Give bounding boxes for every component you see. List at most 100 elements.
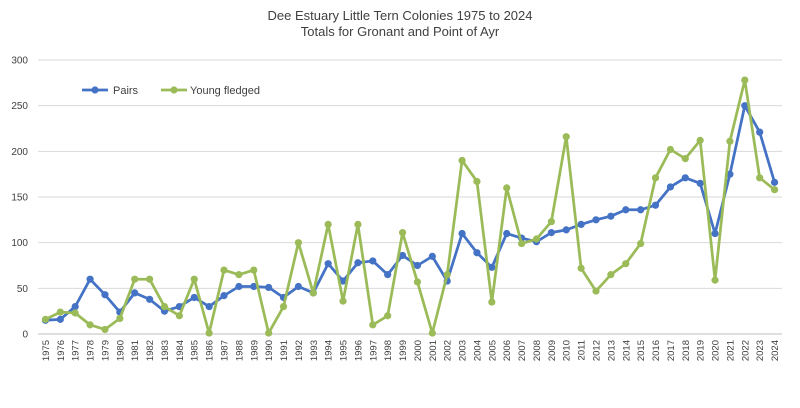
x-tick-label: 2016 bbox=[651, 340, 662, 361]
data-point bbox=[354, 259, 362, 267]
x-tick-label: 2005 bbox=[487, 340, 498, 361]
series-young-fledged bbox=[41, 76, 779, 337]
x-tick-label: 1982 bbox=[145, 340, 156, 361]
data-point bbox=[398, 229, 407, 237]
x-tick-label: 2004 bbox=[472, 340, 483, 361]
x-tick-label: 1994 bbox=[324, 340, 335, 361]
data-point bbox=[86, 275, 94, 283]
y-axis: 0 50 100 150 200 250 300 bbox=[11, 56, 28, 341]
x-tick-label: 1978 bbox=[86, 340, 97, 361]
y-tick-label: 150 bbox=[11, 193, 28, 204]
y-tick-label: 0 bbox=[22, 330, 28, 341]
x-tick-label: 1998 bbox=[383, 340, 394, 361]
x-tick-label: 1985 bbox=[190, 340, 201, 361]
data-point bbox=[175, 312, 183, 320]
data-point bbox=[696, 179, 704, 187]
data-point bbox=[101, 291, 109, 299]
data-point bbox=[146, 275, 154, 283]
data-point bbox=[131, 275, 139, 283]
data-point bbox=[770, 186, 779, 194]
data-point bbox=[562, 226, 570, 234]
x-tick-label: 2007 bbox=[517, 340, 528, 361]
x-tick-label: 1987 bbox=[220, 340, 231, 361]
data-point bbox=[131, 289, 139, 297]
data-point bbox=[488, 298, 496, 306]
x-tick-label: 2023 bbox=[755, 340, 766, 361]
x-tick-label: 1991 bbox=[279, 340, 290, 361]
data-point bbox=[190, 293, 198, 302]
x-tick-label: 1976 bbox=[56, 340, 67, 361]
data-point bbox=[101, 325, 109, 334]
data-point bbox=[116, 314, 124, 323]
x-tick-label: 2015 bbox=[636, 340, 647, 361]
data-point bbox=[681, 155, 689, 163]
x-tick-label: 2001 bbox=[428, 340, 439, 361]
data-point bbox=[622, 206, 630, 214]
x-tick-label: 2011 bbox=[577, 340, 588, 360]
data-point bbox=[532, 235, 541, 243]
data-point bbox=[770, 178, 779, 186]
chart-subtitle: Totals for Gronant and Point of Ayr bbox=[301, 24, 500, 39]
data-point bbox=[235, 271, 243, 279]
x-tick-label: 2020 bbox=[711, 340, 722, 361]
gridlines bbox=[38, 59, 782, 335]
data-point bbox=[205, 329, 213, 337]
data-point bbox=[518, 239, 526, 248]
x-tick-label: 1999 bbox=[398, 340, 409, 361]
data-point bbox=[146, 295, 154, 303]
x-tick-label: 2003 bbox=[458, 340, 469, 361]
x-tick-label: 2017 bbox=[666, 340, 677, 361]
data-point bbox=[711, 229, 719, 238]
data-point bbox=[56, 315, 64, 323]
data-point bbox=[726, 137, 734, 145]
data-point bbox=[250, 266, 258, 274]
x-tick-label: 1990 bbox=[264, 340, 275, 361]
data-point bbox=[592, 216, 600, 224]
y-tick-label: 200 bbox=[11, 147, 28, 158]
data-point bbox=[622, 260, 630, 268]
data-point bbox=[666, 145, 675, 154]
data-point bbox=[41, 315, 50, 323]
data-point bbox=[637, 206, 645, 214]
x-tick-label: 2009 bbox=[547, 340, 558, 361]
x-tick-label: 1984 bbox=[175, 340, 186, 361]
data-point bbox=[160, 303, 169, 311]
data-point bbox=[71, 303, 79, 311]
x-tick-label: 2006 bbox=[502, 340, 513, 361]
x-tick-label: 2010 bbox=[562, 340, 573, 361]
data-point bbox=[339, 277, 347, 285]
x-tick-label: 1992 bbox=[294, 340, 305, 361]
x-tick-label: 2021 bbox=[725, 340, 736, 361]
data-point bbox=[577, 264, 585, 272]
data-point bbox=[428, 252, 436, 260]
data-point bbox=[458, 156, 466, 165]
data-point bbox=[458, 229, 466, 238]
data-point bbox=[265, 283, 273, 292]
x-tick-label: 1979 bbox=[100, 340, 111, 361]
data-point bbox=[696, 136, 704, 144]
data-point bbox=[666, 183, 675, 191]
data-point bbox=[265, 329, 273, 337]
data-point bbox=[637, 239, 645, 248]
data-point bbox=[726, 170, 734, 178]
x-axis: 1975 1976 1977 1978 1979 1980 1981 1982 1983 1984… bbox=[41, 340, 781, 361]
x-tick-label: 1977 bbox=[71, 340, 82, 361]
data-point bbox=[592, 287, 600, 295]
x-tick-label: 1997 bbox=[368, 340, 379, 361]
x-tick-label: 2012 bbox=[592, 340, 603, 361]
data-point bbox=[413, 278, 422, 286]
x-tick-label: 1989 bbox=[249, 340, 260, 361]
data-point bbox=[250, 282, 258, 291]
data-point bbox=[607, 271, 615, 279]
data-point bbox=[398, 251, 407, 260]
x-tick-label: 2002 bbox=[443, 340, 454, 361]
data-point bbox=[279, 303, 288, 311]
data-point bbox=[577, 220, 585, 228]
series-lines bbox=[41, 76, 779, 337]
legend: Pairs Young fledged bbox=[82, 85, 260, 97]
legend-item-pairs: Pairs bbox=[82, 85, 139, 97]
data-point bbox=[756, 128, 764, 136]
data-point bbox=[473, 249, 481, 257]
data-point bbox=[741, 76, 749, 84]
data-point bbox=[651, 174, 660, 182]
